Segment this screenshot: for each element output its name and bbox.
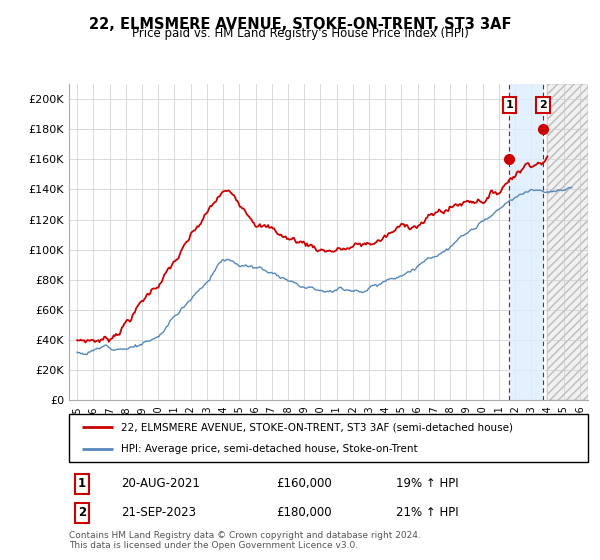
Text: £180,000: £180,000 (277, 506, 332, 519)
Text: 20-AUG-2021: 20-AUG-2021 (121, 478, 200, 491)
Text: 22, ELMSMERE AVENUE, STOKE-ON-TRENT, ST3 3AF: 22, ELMSMERE AVENUE, STOKE-ON-TRENT, ST3… (89, 17, 511, 32)
Text: Contains HM Land Registry data © Crown copyright and database right 2024.
This d: Contains HM Land Registry data © Crown c… (69, 530, 421, 550)
Text: 21% ↑ HPI: 21% ↑ HPI (396, 506, 458, 519)
Bar (509, 84, 543, 400)
Bar (547, 84, 588, 400)
Text: 1: 1 (78, 478, 86, 491)
Text: £160,000: £160,000 (277, 478, 332, 491)
Text: 22, ELMSMERE AVENUE, STOKE-ON-TRENT, ST3 3AF (semi-detached house): 22, ELMSMERE AVENUE, STOKE-ON-TRENT, ST3… (121, 422, 513, 432)
Text: Price paid vs. HM Land Registry's House Price Index (HPI): Price paid vs. HM Land Registry's House … (131, 27, 469, 40)
Text: 2: 2 (78, 506, 86, 519)
FancyBboxPatch shape (69, 414, 588, 462)
Text: HPI: Average price, semi-detached house, Stoke-on-Trent: HPI: Average price, semi-detached house,… (121, 444, 418, 454)
Text: 21-SEP-2023: 21-SEP-2023 (121, 506, 196, 519)
Text: 1: 1 (505, 100, 513, 110)
Bar (547, 84, 588, 400)
Text: 19% ↑ HPI: 19% ↑ HPI (396, 478, 458, 491)
Text: 2: 2 (539, 100, 547, 110)
